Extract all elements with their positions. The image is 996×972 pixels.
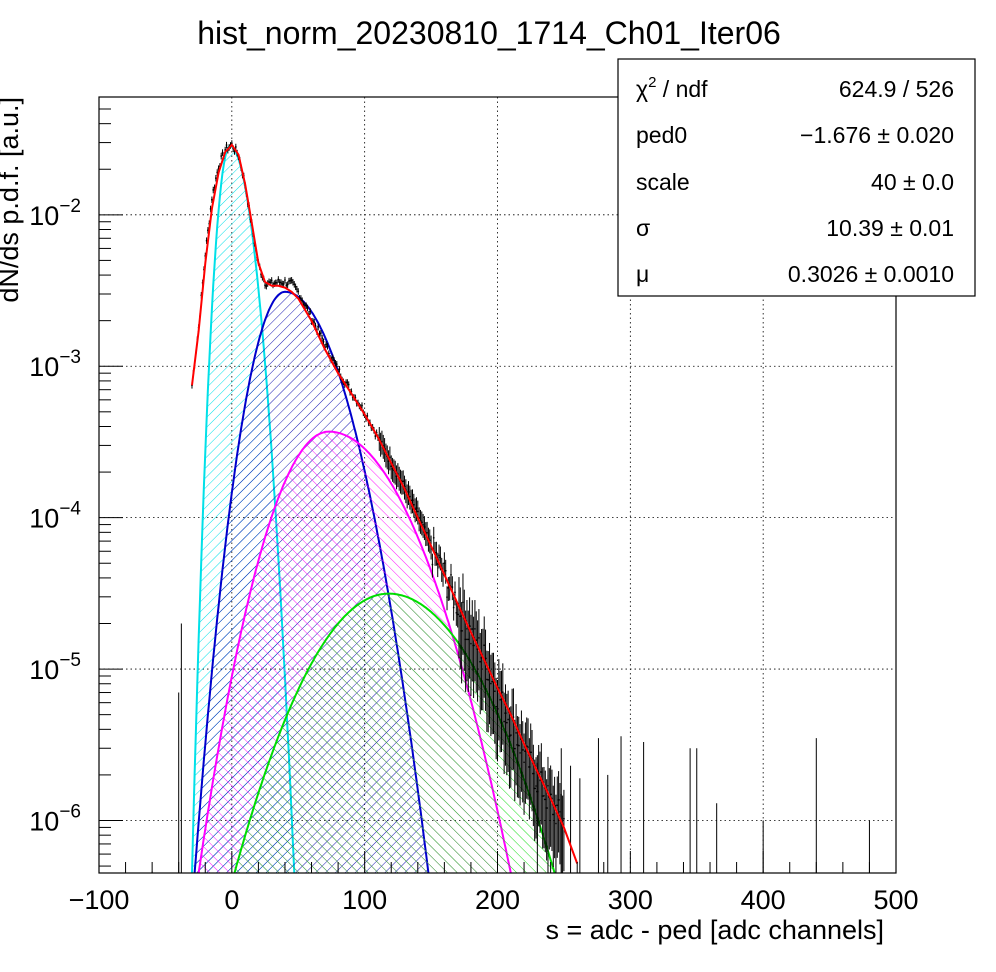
component-hatch-3 [234, 593, 555, 873]
fit-stats-box: χ2 / ndf 624.9 / 526 ped0 −1.676 ± 0.020 sca… [617, 58, 976, 297]
stat-label: χ2 / ndf [636, 74, 708, 102]
y-tick-label: 10−3 [29, 347, 81, 382]
total-fit-curve [191, 143, 579, 864]
chart-title: hist_norm_20230810_1714_Ch01_Iter06 [197, 15, 781, 51]
x-tick-label: 300 [608, 885, 653, 915]
y-tick-label: 10−5 [29, 650, 81, 685]
y-tick-label: 10−2 [29, 196, 81, 231]
x-tick-label: 0 [224, 885, 239, 915]
y-tick-label: 10−6 [29, 801, 81, 836]
stat-label: σ [636, 215, 650, 241]
stat-value: 40 ± 0.0 [871, 169, 954, 195]
stat-label: scale [636, 169, 690, 195]
x-tick-label: 200 [475, 885, 520, 915]
stat-value: 624.9 / 526 [839, 76, 954, 102]
fit-components [191, 144, 556, 873]
stat-value: −1.676 ± 0.020 [800, 122, 954, 148]
axes: −100 0 100 200 300 400 500 10−2 10−3 10−4 10−5 10−6 [29, 96, 919, 915]
y-tick-label: 10−4 [29, 499, 81, 534]
stat-label: μ [636, 261, 649, 287]
x-tick-label: 500 [873, 885, 918, 915]
x-axis-label: s = adc - ped [adc channels] [546, 915, 884, 945]
stat-label: ped0 [636, 122, 687, 148]
x-tick-label: −100 [69, 885, 130, 915]
stat-value: 0.3026 ± 0.0010 [788, 261, 954, 287]
x-tick-label: 100 [342, 885, 387, 915]
stat-value: 10.39 ± 0.01 [826, 215, 954, 241]
total-fit [191, 143, 579, 864]
x-tick-label: 400 [741, 885, 786, 915]
y-axis-label: dN/ds p.d.f. [a.u.] [0, 97, 24, 303]
stats-box-frame [617, 58, 976, 297]
